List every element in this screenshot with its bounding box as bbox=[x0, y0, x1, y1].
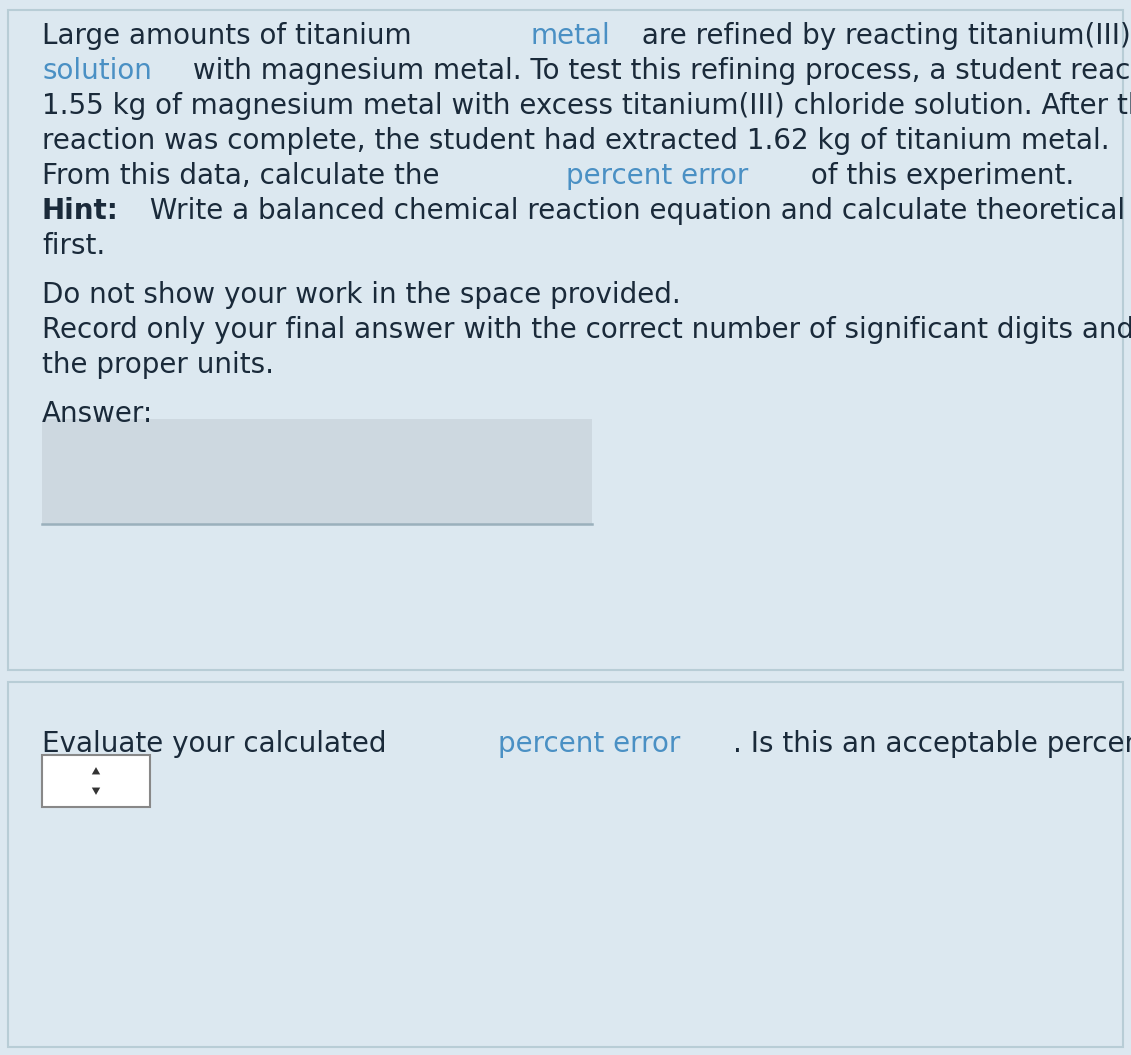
Text: reaction was complete, the student had extracted 1.62 kg of titanium metal.: reaction was complete, the student had e… bbox=[42, 127, 1110, 155]
FancyBboxPatch shape bbox=[8, 9, 1123, 670]
Text: From this data, calculate the: From this data, calculate the bbox=[42, 162, 448, 190]
Text: first.: first. bbox=[42, 232, 105, 260]
Text: Do not show your work in the space provided.: Do not show your work in the space provi… bbox=[42, 281, 681, 309]
Text: Record only your final answer with the correct number of significant digits and: Record only your final answer with the c… bbox=[42, 316, 1131, 344]
Text: Large amounts of titanium: Large amounts of titanium bbox=[42, 22, 421, 50]
Text: metal: metal bbox=[530, 22, 610, 50]
Text: of this experiment.: of this experiment. bbox=[802, 162, 1074, 190]
Text: with magnesium metal. To test this refining process, a student reacts: with magnesium metal. To test this refin… bbox=[183, 57, 1131, 85]
Text: the proper units.: the proper units. bbox=[42, 351, 274, 379]
Text: 1.55 kg of magnesium metal with excess titanium(III) chloride solution. After th: 1.55 kg of magnesium metal with excess t… bbox=[42, 92, 1131, 120]
Text: solution: solution bbox=[42, 57, 152, 85]
Polygon shape bbox=[92, 787, 101, 794]
Polygon shape bbox=[92, 767, 101, 774]
Text: Hint:: Hint: bbox=[42, 197, 119, 225]
Text: Write a balanced chemical reaction equation and calculate theoretical mass: Write a balanced chemical reaction equat… bbox=[141, 197, 1131, 225]
FancyBboxPatch shape bbox=[42, 755, 150, 807]
Text: . Is this an acceptable percent error?: . Is this an acceptable percent error? bbox=[733, 730, 1131, 757]
Text: percent error: percent error bbox=[498, 730, 681, 757]
Text: percent error: percent error bbox=[567, 162, 749, 190]
FancyBboxPatch shape bbox=[42, 419, 592, 524]
Text: are refined by reacting titanium(III) chloride: are refined by reacting titanium(III) ch… bbox=[633, 22, 1131, 50]
Text: Answer:: Answer: bbox=[42, 400, 153, 428]
FancyBboxPatch shape bbox=[8, 682, 1123, 1047]
Text: Evaluate your calculated: Evaluate your calculated bbox=[42, 730, 396, 757]
